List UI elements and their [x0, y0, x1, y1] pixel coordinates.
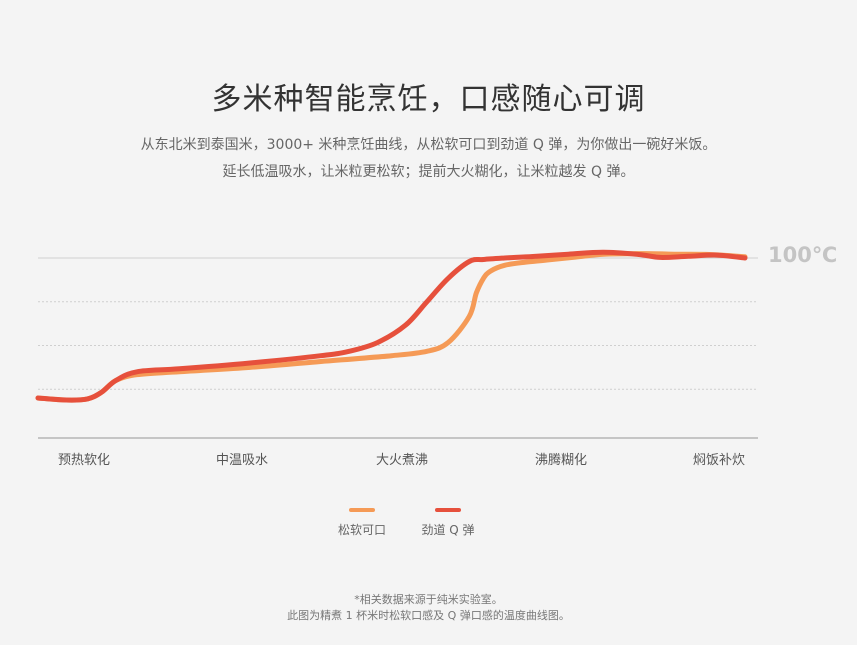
x-tick-label: 沸腾糊化: [535, 452, 587, 468]
legend-item-soft: 松软可口: [302, 508, 422, 538]
legend-swatch-soft: [349, 508, 375, 512]
page-title: 多米种智能烹饪，口感随心可调: [211, 82, 646, 117]
footnote-source: *相关数据来源于纯米实验室。: [354, 593, 503, 606]
footnote-description: 此图为精煮 1 杯米时松软口感及 Q 弹口感的温度曲线图。: [287, 609, 570, 622]
series-line-chewy: [35, 249, 748, 403]
subtitle-line-1: 从东北米到泰国米，3000+ 米种烹饪曲线，从松软可口到劲道 Q 弹，为你做出一…: [140, 137, 717, 153]
legend: 松软可口 劲道 Q 弹: [0, 508, 857, 538]
legend-label-chewy: 劲道 Q 弹: [421, 523, 475, 537]
x-tick-label: 预热软化: [58, 453, 110, 468]
annotation-100c: 100℃: [768, 243, 837, 267]
subtitle-line-2: 延长低温吸水，让米粒更松软；提前大火糊化，让米粒越发 Q 弹。: [222, 164, 635, 180]
x-tick-label: 焖饭补炊: [693, 453, 745, 468]
x-tick-label: 大火煮沸: [376, 453, 428, 468]
legend-item-chewy: 劲道 Q 弹: [388, 508, 508, 538]
legend-label-soft: 松软可口: [337, 523, 386, 537]
grid-layer: [38, 257, 758, 390]
series-line-soft: [35, 251, 748, 403]
legend-swatch-chewy: [435, 508, 461, 512]
series-layer: [35, 249, 748, 403]
x-tick-label: 中温吸水: [216, 453, 268, 468]
tick-layer: 预热软化 中温吸水 大火煮沸 沸腾糊化 焖饭补炊: [58, 452, 745, 468]
